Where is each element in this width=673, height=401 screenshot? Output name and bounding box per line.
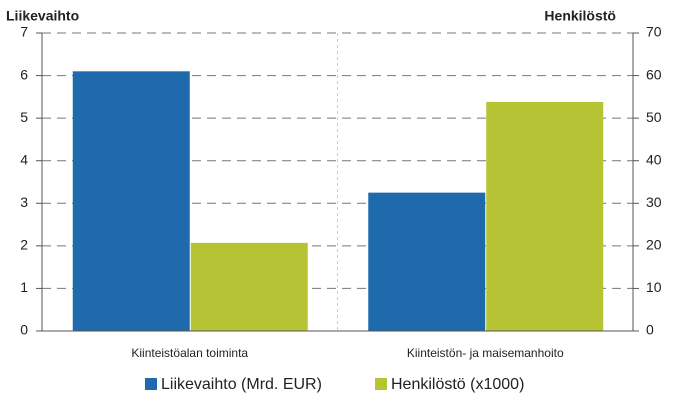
x-tick-label: Kiinteistön- ja maisemanhoito (407, 346, 564, 360)
legend-swatch (145, 378, 157, 390)
y-tick-label: 4 (20, 151, 28, 167)
bar (486, 101, 604, 331)
y2-tick-label: 70 (646, 24, 662, 40)
y-tick-label: 0 (20, 322, 28, 338)
y2-tick-label: 40 (646, 151, 662, 167)
y2-tick-label: 30 (646, 194, 662, 210)
y-axis-label: Liikevaihto (6, 8, 79, 24)
bar (368, 192, 486, 331)
x-tick-label: Kiinteistöalan toiminta (131, 346, 248, 360)
y-tick-label: 1 (20, 279, 28, 295)
y-tick-label: 3 (20, 194, 28, 210)
y-tick-label: 7 (20, 24, 28, 40)
y2-tick-label: 0 (646, 322, 654, 338)
y2-tick-label: 50 (646, 109, 662, 125)
legend-label: Henkilöstö (x1000) (391, 376, 524, 393)
bar (190, 242, 308, 331)
legend-label: Liikevaihto (Mrd. EUR) (161, 376, 322, 393)
y-tick-label: 2 (20, 237, 28, 253)
y-tick-label: 6 (20, 66, 28, 82)
bar (72, 71, 190, 332)
y2-tick-label: 20 (646, 237, 662, 253)
y2-tick-label: 10 (646, 279, 662, 295)
y2-axis-label: Henkilöstö (544, 8, 616, 24)
legend-swatch (375, 378, 387, 390)
y-tick-label: 5 (20, 109, 28, 125)
y2-tick-label: 60 (646, 66, 662, 82)
